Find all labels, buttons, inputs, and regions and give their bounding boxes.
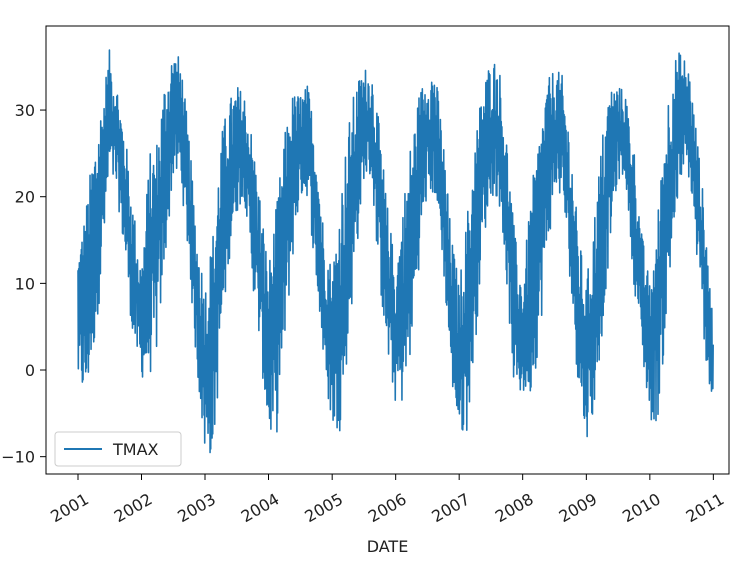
y-tick-label: 30 <box>15 101 35 120</box>
y-tick-label: 0 <box>25 361 35 380</box>
series-line-tmax <box>77 49 714 454</box>
x-tick-label: 2011 <box>683 489 728 526</box>
y-tick-label: 20 <box>15 188 35 207</box>
x-tick-label: 2006 <box>365 489 410 526</box>
x-axis-title: DATE <box>367 537 409 556</box>
x-tick-label: 2004 <box>238 489 283 526</box>
x-tick-label: 2005 <box>301 489 346 526</box>
y-tick-label: 10 <box>15 274 35 293</box>
x-tick-label: 2001 <box>47 489 92 526</box>
y-tick-label: −10 <box>1 448 35 467</box>
x-tick-label: 2010 <box>619 489 664 526</box>
x-tick-label: 2007 <box>428 489 473 526</box>
x-tick-label: 2008 <box>492 489 537 526</box>
legend-label-tmax: TMAX <box>112 440 159 459</box>
series-layer <box>77 49 714 454</box>
x-tick-label: 2003 <box>174 489 219 526</box>
plot-frame <box>45 25 730 475</box>
x-tick-label: 2002 <box>111 489 156 526</box>
legend-box <box>54 431 182 467</box>
legend: TMAX <box>54 431 182 467</box>
x-tick-label: 2009 <box>556 489 601 526</box>
x-axis: 2001 2002 2003 2004 2005 2006 2007 2008 2009 2010… <box>47 474 727 526</box>
y-axis: −10 0 10 20 30 <box>1 101 46 467</box>
